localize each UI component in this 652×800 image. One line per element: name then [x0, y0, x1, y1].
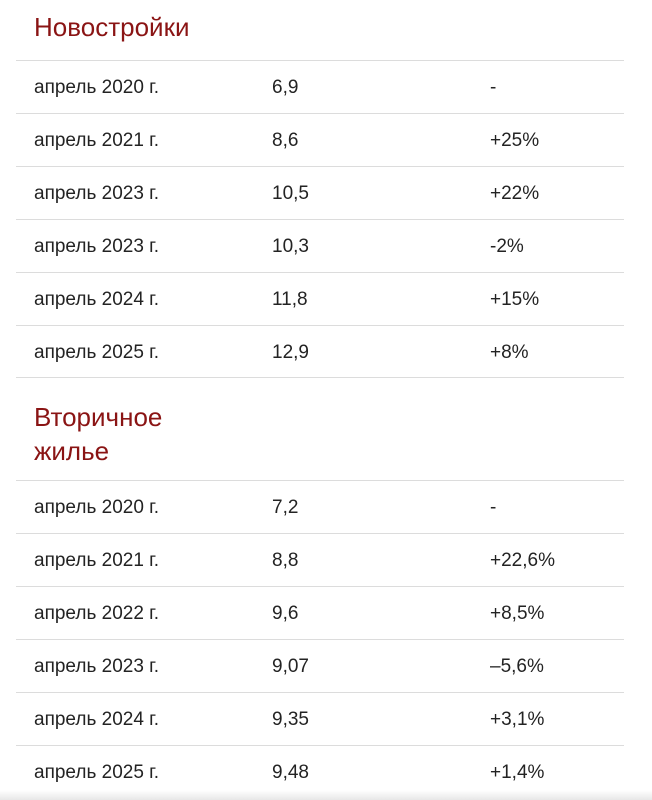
price-cell: 10,3	[272, 236, 309, 257]
price-cell: 12,9	[272, 342, 309, 363]
period-cell: апрель 2023 г.	[34, 656, 160, 677]
price-cell: 10,5	[272, 183, 309, 204]
table-secondary-housing: апрель 2020 г. 7,2 - апрель 2021 г. 8,8 …	[16, 480, 624, 798]
table-row: апрель 2025 г. 12,9 +8%	[16, 325, 624, 378]
table-row: апрель 2023 г. 10,5 +22%	[16, 166, 624, 219]
table-row: апрель 2021 г. 8,8 +22,6%	[16, 533, 624, 586]
period-cell: апрель 2025 г.	[34, 342, 160, 363]
section-title-line: Вторичное	[34, 402, 163, 432]
table-row: апрель 2020 г. 6,9 -	[16, 60, 624, 113]
table-row: апрель 2024 г. 11,8 +15%	[16, 272, 624, 325]
period-cell: апрель 2025 г.	[34, 762, 160, 783]
period-cell: апрель 2024 г.	[34, 289, 160, 310]
change-cell: +15%	[490, 289, 540, 310]
price-cell: 6,9	[272, 77, 299, 98]
section-title-secondary-housing: Вторичное жилье	[34, 400, 162, 468]
change-cell: +8,5%	[490, 603, 545, 624]
table-row: апрель 2022 г. 9,6 +8,5%	[16, 586, 624, 639]
section-title-line: Новостройки	[34, 12, 190, 42]
period-cell: апрель 2022 г.	[34, 603, 160, 624]
table-row: апрель 2021 г. 8,6 +25%	[16, 113, 624, 166]
period-cell: апрель 2023 г.	[34, 236, 160, 257]
table-new-buildings: апрель 2020 г. 6,9 - апрель 2021 г. 8,6 …	[16, 60, 624, 378]
change-cell: +1,4%	[490, 762, 545, 783]
price-cell: 9,48	[272, 762, 309, 783]
period-cell: апрель 2023 г.	[34, 183, 160, 204]
section-title-line: жилье	[34, 436, 110, 466]
table-row: апрель 2023 г. 10,3 -2%	[16, 219, 624, 272]
period-cell: апрель 2021 г.	[34, 550, 160, 571]
period-cell: апрель 2020 г.	[34, 497, 160, 518]
change-cell: -	[490, 77, 497, 98]
price-cell: 7,2	[272, 497, 299, 518]
change-cell: +3,1%	[490, 709, 545, 730]
change-cell: +22,6%	[490, 550, 555, 571]
change-cell: -	[490, 497, 497, 518]
price-cell: 9,07	[272, 656, 309, 677]
table-row: апрель 2023 г. 9,07 –5,6%	[16, 639, 624, 692]
period-cell: апрель 2020 г.	[34, 77, 160, 98]
price-cell: 9,35	[272, 709, 309, 730]
table-row: апрель 2020 г. 7,2 -	[16, 480, 624, 533]
change-cell: +22%	[490, 183, 540, 204]
price-cell: 8,6	[272, 130, 299, 151]
price-cell: 8,8	[272, 550, 299, 571]
change-cell: -2%	[490, 236, 524, 257]
period-cell: апрель 2024 г.	[34, 709, 160, 730]
change-cell: +25%	[490, 130, 540, 151]
change-cell: +8%	[490, 342, 529, 363]
section-title-new-buildings: Новостройки	[34, 10, 189, 44]
period-cell: апрель 2021 г.	[34, 130, 160, 151]
change-cell: –5,6%	[490, 656, 544, 677]
price-cell: 9,6	[272, 603, 299, 624]
table-row: апрель 2024 г. 9,35 +3,1%	[16, 692, 624, 745]
price-cell: 11,8	[272, 289, 308, 310]
table-row: апрель 2025 г. 9,48 +1,4%	[16, 745, 624, 798]
bottom-edge-shadow	[0, 790, 652, 800]
